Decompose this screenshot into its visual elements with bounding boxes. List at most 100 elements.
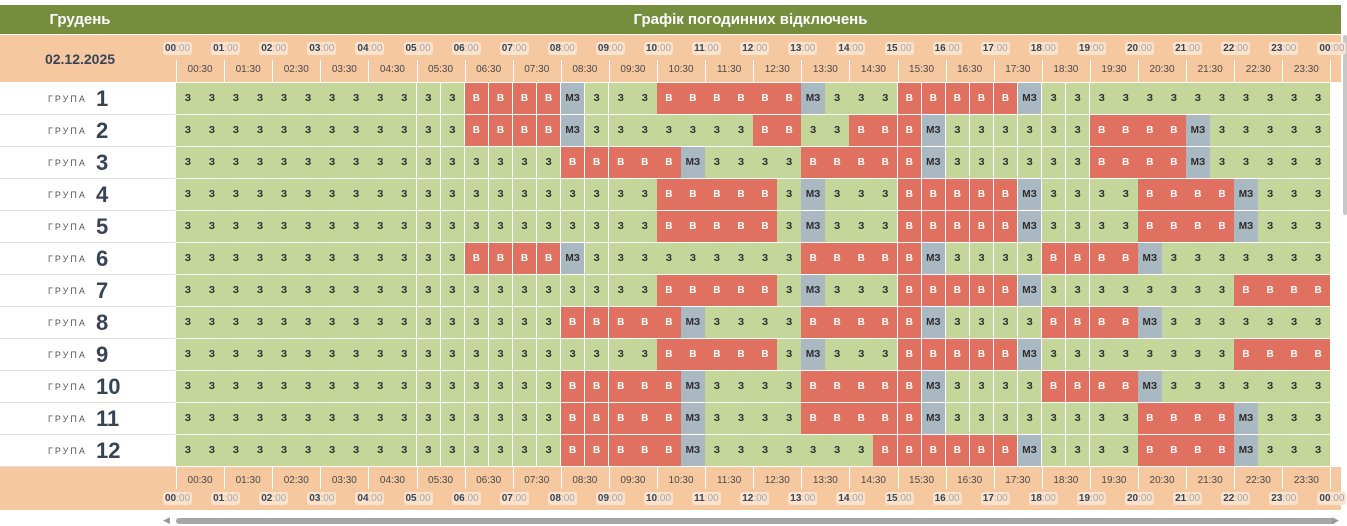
half-hour-label-bottom: 20:30	[1149, 475, 1175, 486]
schedule-cell: З	[1258, 371, 1283, 403]
schedule-cell: З	[200, 211, 225, 243]
schedule-cell: В	[729, 83, 754, 115]
schedule-cell: З	[320, 211, 345, 243]
schedule-cell: З	[1210, 115, 1235, 147]
schedule-cell: З	[416, 243, 442, 275]
schedule-cell: З	[969, 147, 995, 179]
schedule-cell: З	[536, 435, 562, 467]
schedule-cell: З	[488, 403, 514, 435]
half-hour-label-top: 07:30	[524, 64, 550, 75]
minutes-suffix: :00	[897, 493, 912, 504]
hour-value: 07	[501, 43, 513, 54]
schedule-cell: В	[705, 275, 730, 307]
minutes-suffix: :00	[1041, 43, 1056, 54]
schedule-cell: З	[416, 371, 442, 403]
schedule-cell: З	[608, 339, 634, 371]
schedule-cell: З	[1186, 339, 1211, 371]
group-word: ГРУПА	[48, 285, 87, 296]
schedule-cell: В	[969, 275, 995, 307]
half-hour-label-top: 11:30	[716, 64, 742, 75]
schedule-cell: З	[392, 339, 418, 371]
half-hour-label-top: 23:30	[1293, 64, 1319, 75]
schedule-cell: В	[1258, 339, 1283, 371]
schedule-cell: З	[681, 243, 706, 275]
schedule-cell: В	[1186, 435, 1211, 467]
schedule-cell: В	[657, 307, 682, 339]
hour-value: 13	[790, 43, 802, 54]
schedule-cell: З	[224, 403, 249, 435]
schedule-cell: В	[657, 179, 682, 211]
schedule-cell: З	[969, 403, 995, 435]
half-hour-label-top: 02:30	[283, 64, 309, 75]
schedule-cell: З	[777, 371, 802, 403]
hour-divider	[1138, 467, 1139, 489]
hour-value: 12	[742, 43, 754, 54]
schedule-cell: В	[921, 83, 947, 115]
hour-divider	[753, 467, 755, 489]
schedule-cell: З	[392, 211, 418, 243]
scroll-left-arrow-icon[interactable]: ◀	[163, 515, 170, 525]
schedule-cell: В	[1065, 307, 1091, 339]
schedule-cell: МЗ	[801, 179, 826, 211]
schedule-cell: В	[488, 243, 514, 275]
schedule-cell: З	[176, 83, 201, 115]
schedule-cell: З	[464, 211, 490, 243]
half-hour-label-bottom: 15:30	[909, 475, 935, 486]
hour-label-top: 22:00	[1221, 42, 1251, 55]
minutes-suffix: :00	[945, 43, 960, 54]
half-hour-label-bottom: 21:30	[1197, 475, 1223, 486]
schedule-cell: З	[945, 147, 971, 179]
schedule-cell: З	[368, 243, 394, 275]
schedule-cell: З	[1065, 115, 1091, 147]
schedule-cell: В	[1113, 307, 1139, 339]
schedule-cell: З	[512, 211, 538, 243]
half-hour-label-top: 12:30	[764, 64, 790, 75]
hour-value: 00	[165, 493, 177, 504]
schedule-cell: В	[1113, 115, 1139, 147]
schedule-cell: З	[488, 339, 514, 371]
schedule-cell: З	[488, 435, 514, 467]
schedule-cell: З	[536, 179, 562, 211]
schedule-cell: З	[1089, 403, 1115, 435]
schedule-cell: З	[200, 435, 225, 467]
schedule-cell: З	[176, 179, 201, 211]
schedule-cell: З	[849, 179, 875, 211]
schedule-cell: З	[416, 339, 442, 371]
hour-label-top: 01:00	[211, 42, 241, 55]
minutes-suffix: :00	[657, 43, 672, 54]
group-word: ГРУПА	[48, 349, 87, 360]
horizontal-scroll-thumb[interactable]	[176, 518, 1336, 524]
schedule-cell: В	[681, 275, 706, 307]
scroll-right-arrow-icon[interactable]: ▶	[1332, 515, 1339, 525]
schedule-cell: З	[1065, 275, 1091, 307]
schedule-cell: З	[392, 403, 418, 435]
schedule-cell: З	[272, 147, 297, 179]
schedule-cell: З	[440, 243, 466, 275]
schedule-cell: З	[1234, 307, 1259, 339]
schedule-cell: З	[1210, 371, 1235, 403]
schedule-cell: З	[536, 211, 562, 243]
schedule-cell: З	[416, 275, 442, 307]
schedule-cell: В	[801, 243, 826, 275]
minutes-suffix: :00	[224, 493, 239, 504]
group-number: 6	[96, 245, 109, 271]
schedule-cell: З	[969, 115, 995, 147]
hour-label-top: 05:00	[403, 42, 433, 55]
schedule-cell: З	[416, 115, 442, 147]
schedule-cell: В	[753, 275, 778, 307]
schedule-cell: В	[897, 339, 923, 371]
minutes-suffix: :00	[1186, 493, 1201, 504]
hour-label-bottom: 20:00	[1125, 492, 1155, 505]
schedule-cell: З	[632, 211, 658, 243]
schedule-cell: З	[248, 275, 273, 307]
schedule-cell: З	[632, 115, 658, 147]
hour-value: 18	[1030, 493, 1042, 504]
vertical-scrollbar[interactable]	[1343, 35, 1347, 215]
schedule-cell: З	[224, 339, 249, 371]
hour-divider	[1234, 60, 1236, 82]
hour-label-top: 17:00	[980, 42, 1010, 55]
schedule-cell: З	[272, 403, 297, 435]
schedule-cell: З	[320, 435, 345, 467]
schedule-cell: З	[464, 371, 490, 403]
schedule-cell: З	[1258, 435, 1283, 467]
